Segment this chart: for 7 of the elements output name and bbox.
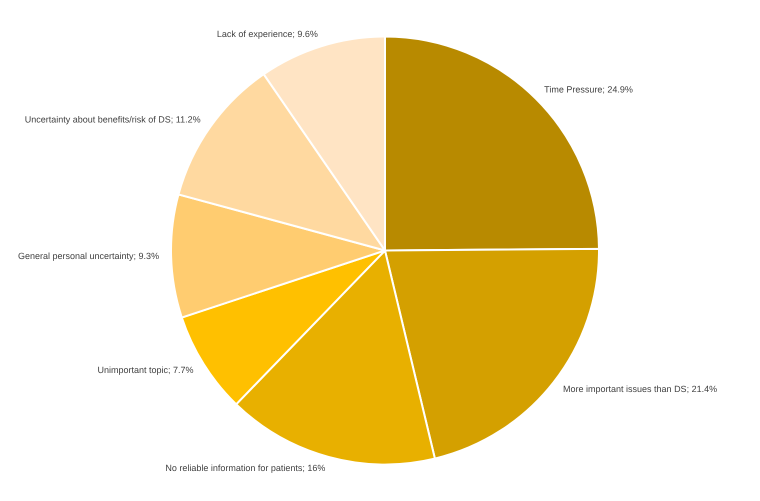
slice-label: Lack of experience; 9.6% <box>216 29 318 40</box>
slice-label: More important issues than DS; 21.4% <box>563 384 718 394</box>
slice-label: No reliable information for patients; 16% <box>165 462 326 473</box>
slice-label: Time Pressure; 24.9% <box>544 84 633 95</box>
slice-label: Unimportant topic; 7.7% <box>98 365 194 376</box>
slice-label: General personal uncertainty; 9.3% <box>18 251 160 262</box>
slice-label: Uncertainty about benefits/risk of DS; 11.2% <box>24 114 201 124</box>
